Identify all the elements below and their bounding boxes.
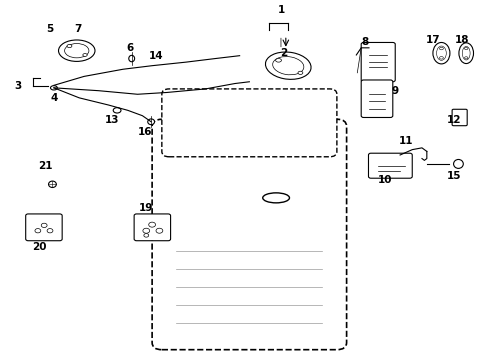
FancyBboxPatch shape (361, 42, 394, 82)
Ellipse shape (262, 193, 289, 203)
Ellipse shape (458, 43, 472, 64)
FancyBboxPatch shape (361, 80, 392, 117)
Ellipse shape (143, 234, 148, 237)
Ellipse shape (275, 59, 281, 62)
Text: 12: 12 (446, 115, 460, 125)
Ellipse shape (128, 55, 134, 62)
FancyBboxPatch shape (134, 214, 170, 241)
Ellipse shape (265, 52, 310, 79)
Ellipse shape (82, 54, 87, 57)
Text: 5: 5 (46, 24, 54, 34)
FancyBboxPatch shape (162, 89, 336, 157)
Text: 14: 14 (148, 51, 163, 61)
Text: 21: 21 (38, 161, 52, 171)
Ellipse shape (461, 46, 469, 60)
Text: 19: 19 (139, 203, 153, 213)
Ellipse shape (59, 40, 95, 62)
Ellipse shape (439, 57, 443, 59)
Ellipse shape (50, 86, 57, 90)
Ellipse shape (64, 44, 89, 58)
Text: 17: 17 (425, 35, 440, 45)
Text: 20: 20 (32, 242, 46, 252)
FancyBboxPatch shape (368, 153, 411, 178)
Ellipse shape (41, 223, 47, 228)
Text: 4: 4 (50, 93, 58, 103)
Ellipse shape (67, 44, 72, 48)
Text: 6: 6 (126, 43, 134, 53)
Ellipse shape (48, 181, 56, 188)
Ellipse shape (148, 222, 155, 227)
Ellipse shape (464, 48, 467, 50)
Ellipse shape (272, 57, 303, 75)
Text: 15: 15 (446, 171, 460, 181)
FancyBboxPatch shape (451, 109, 466, 126)
Ellipse shape (156, 228, 163, 233)
FancyBboxPatch shape (152, 119, 346, 350)
Text: 2: 2 (279, 48, 286, 58)
Text: 1: 1 (277, 5, 284, 15)
Ellipse shape (453, 159, 462, 168)
Ellipse shape (113, 108, 121, 113)
Ellipse shape (439, 47, 443, 50)
Ellipse shape (35, 229, 41, 233)
Ellipse shape (432, 42, 449, 64)
Text: 11: 11 (398, 136, 412, 147)
Text: 3: 3 (15, 81, 22, 91)
Ellipse shape (142, 228, 149, 233)
Ellipse shape (297, 71, 302, 75)
Text: 10: 10 (378, 175, 392, 185)
Ellipse shape (436, 46, 446, 60)
Text: 8: 8 (361, 37, 368, 48)
Text: 9: 9 (391, 86, 398, 96)
Text: 13: 13 (105, 115, 119, 125)
Text: 7: 7 (74, 24, 81, 34)
Ellipse shape (47, 229, 53, 233)
Ellipse shape (147, 119, 154, 125)
Text: 18: 18 (454, 35, 468, 45)
Text: 16: 16 (138, 127, 152, 137)
Ellipse shape (464, 57, 467, 59)
FancyBboxPatch shape (26, 214, 62, 241)
